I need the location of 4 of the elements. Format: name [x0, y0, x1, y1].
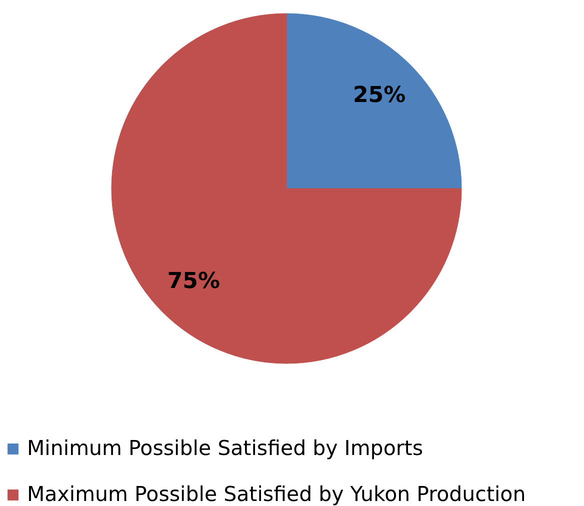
data-label: 25% — [352, 83, 406, 108]
legend-label: Maximum Possible Satisfied by Yukon Production — [27, 482, 526, 506]
data-label: 75% — [167, 268, 220, 294]
legend-label: Minimum Possible Satisfied by Imports — [27, 436, 424, 460]
